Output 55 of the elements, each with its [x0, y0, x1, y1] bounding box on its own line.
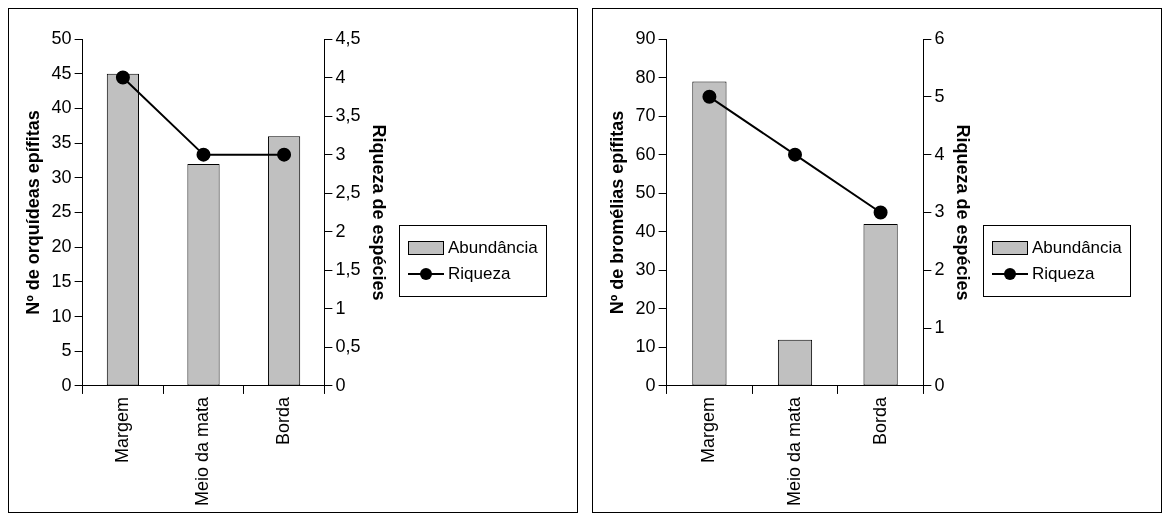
y-tick-label: 50	[635, 182, 656, 203]
y2-axis-title: Riqueza de espécies	[369, 124, 390, 301]
point	[788, 147, 803, 162]
x-tick-label: Meio da mata	[192, 395, 213, 507]
point	[873, 205, 888, 220]
y2-tick-label: 6	[934, 27, 945, 48]
y2-tick-label: 1	[335, 297, 346, 318]
legend-label: Riqueza	[448, 263, 511, 284]
y-tick-label: 60	[635, 143, 656, 164]
y-tick-label: 30	[635, 259, 656, 280]
y-axis-title: Nº de bromélias epífitas	[606, 110, 627, 315]
y2-axis-title: Riqueza de espécies	[953, 124, 974, 301]
legend-label: Abundância	[448, 237, 538, 258]
y-tick-label: 40	[51, 97, 72, 118]
y2-tick-label: 2	[934, 259, 945, 280]
point	[702, 89, 717, 104]
y2-tick-label: 3	[335, 143, 346, 164]
y2-tick-label: 4	[934, 143, 945, 164]
x-tick-label: Meio da mata	[783, 395, 804, 507]
y-tick-label: 0	[61, 374, 72, 395]
y2-tick-label: 1	[934, 317, 945, 338]
y2-tick-label: 5	[934, 85, 945, 106]
x-tick-label: Margem	[111, 396, 132, 463]
y2-tick-label: 3	[934, 201, 945, 222]
y-tick-label: 0	[645, 374, 656, 395]
y-tick-label: 20	[635, 297, 656, 318]
y-tick-label: 30	[51, 166, 72, 187]
y-tick-label: 90	[635, 27, 656, 48]
y-tick-label: 40	[635, 220, 656, 241]
x-tick-label: Borda	[273, 395, 294, 445]
legend-label: Abundância	[1032, 237, 1122, 258]
y2-tick-label: 0	[934, 374, 945, 395]
y2-tick-label: 2	[335, 220, 346, 241]
y2-tick-label: 4	[335, 66, 346, 87]
y2-tick-label: 3,5	[335, 105, 361, 126]
y-tick-label: 70	[635, 105, 656, 126]
y-tick-label: 50	[51, 27, 72, 48]
y-tick-label: 10	[51, 305, 72, 326]
y-tick-label: 45	[51, 62, 72, 83]
legend-label: Riqueza	[1032, 263, 1095, 284]
y-tick-label: 25	[51, 201, 72, 222]
y2-tick-label: 2,5	[335, 182, 361, 203]
y-tick-label: 80	[635, 66, 656, 87]
y2-tick-label: 0,5	[335, 336, 361, 357]
y-tick-label: 5	[61, 340, 72, 361]
y2-tick-label: 1,5	[335, 259, 361, 280]
x-tick-label: Borda	[869, 395, 890, 445]
y-tick-label: 15	[51, 270, 72, 291]
x-tick-label: Margem	[698, 396, 719, 463]
y-tick-label: 10	[635, 336, 656, 357]
y2-tick-label: 4,5	[335, 27, 361, 48]
y-tick-label: 20	[51, 236, 72, 257]
y-tick-label: 35	[51, 132, 72, 153]
y2-tick-label: 0	[335, 374, 346, 395]
y-axis-title: Nº de orquídeas epífitas	[22, 110, 43, 315]
